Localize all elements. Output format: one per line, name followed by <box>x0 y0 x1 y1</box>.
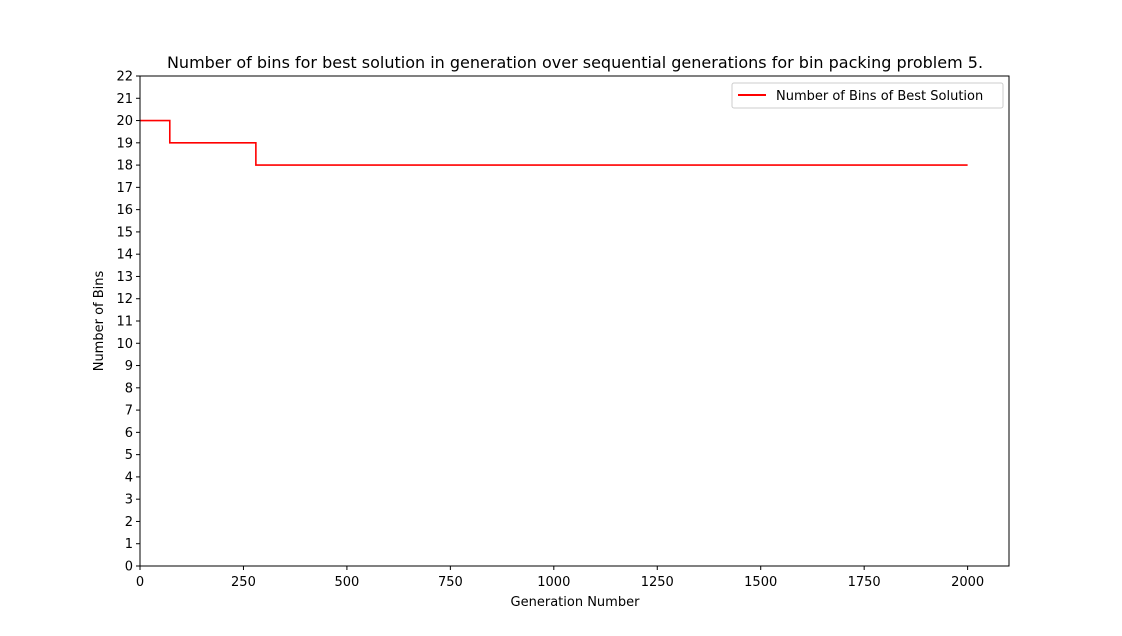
x-tick-label: 750 <box>438 575 463 590</box>
y-tick-label: 12 <box>116 292 133 307</box>
legend: Number of Bins of Best Solution <box>731 82 1004 109</box>
x-tick-label: 1000 <box>537 575 570 590</box>
y-tick-label: 13 <box>116 270 133 285</box>
x-tick-label: 250 <box>231 575 256 590</box>
y-tick-label: 22 <box>116 70 133 85</box>
y-tick-label: 17 <box>116 181 133 196</box>
y-axis-title: Number of Bins <box>92 270 107 371</box>
y-tick-label: 6 <box>125 426 133 441</box>
plot-frame <box>139 75 1010 567</box>
series-line <box>140 119 968 166</box>
series-group <box>140 119 968 166</box>
x-tick-label: 1750 <box>848 575 881 590</box>
y-tick-label: 4 <box>125 470 133 485</box>
x-tick-label: 0 <box>136 575 144 590</box>
y-tick-label: 11 <box>116 315 133 330</box>
y-tick-label: 19 <box>116 136 133 151</box>
x-tick-label: 1250 <box>641 575 674 590</box>
y-tick-label: 15 <box>116 225 133 240</box>
chart-title: Number of bins for best solution in gene… <box>167 53 983 72</box>
x-axis-title: Generation Number <box>511 595 641 610</box>
x-axis-ticks: 0 250 500 750 1000 1250 1500 1750 2000 <box>136 566 984 590</box>
y-tick-label: 16 <box>116 203 133 218</box>
y-tick-label: 5 <box>125 448 133 463</box>
y-tick-label: 21 <box>116 92 133 107</box>
y-tick-label: 20 <box>116 114 133 129</box>
y-tick-label: 9 <box>125 359 133 374</box>
x-tick-label: 2000 <box>951 575 984 590</box>
y-tick-label: 7 <box>125 404 133 419</box>
legend-label: Number of Bins of Best Solution <box>776 89 983 104</box>
y-tick-label: 1 <box>125 537 133 552</box>
y-tick-label: 10 <box>116 337 133 352</box>
y-tick-label: 8 <box>125 381 133 396</box>
x-tick-label: 500 <box>334 575 359 590</box>
legend-box <box>731 82 1004 109</box>
y-tick-label: 2 <box>125 515 133 530</box>
y-tick-label: 14 <box>116 248 133 263</box>
y-tick-label: 3 <box>125 493 133 508</box>
y-tick-label: 18 <box>116 159 133 174</box>
y-tick-label: 0 <box>125 560 133 575</box>
x-tick-label: 1500 <box>744 575 777 590</box>
